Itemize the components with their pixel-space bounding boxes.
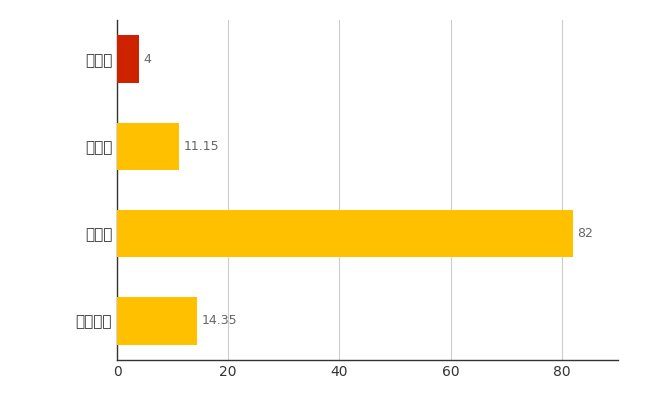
Bar: [117, 36, 139, 83]
Text: 11.15: 11.15: [183, 140, 219, 153]
Bar: [117, 297, 197, 344]
Text: 82: 82: [577, 227, 593, 240]
Bar: [117, 210, 573, 258]
Bar: [117, 122, 179, 170]
Text: 4: 4: [144, 53, 151, 66]
Text: 14.35: 14.35: [202, 314, 237, 327]
